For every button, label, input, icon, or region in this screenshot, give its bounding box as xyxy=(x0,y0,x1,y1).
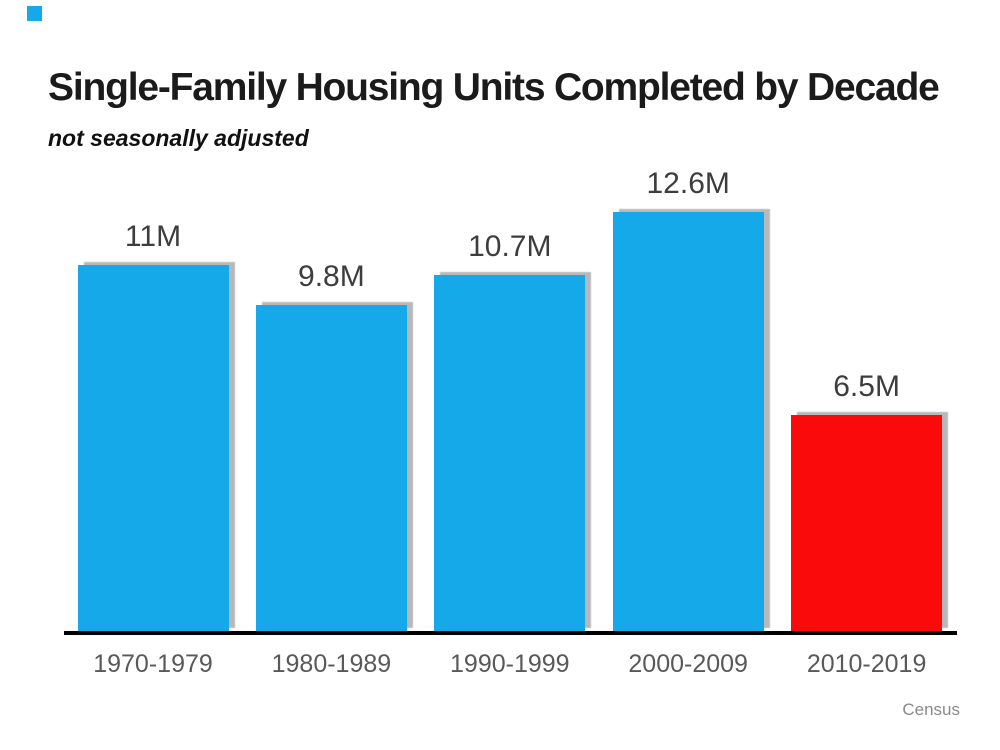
x-axis-label: 1990-1999 xyxy=(450,650,570,678)
x-axis-label: 1970-1979 xyxy=(93,650,213,678)
bar-1970-1979 xyxy=(77,265,229,631)
chart-subtitle: not seasonally adjusted xyxy=(48,125,309,151)
bar-value-label: 9.8M xyxy=(298,260,365,293)
bar-2010-2019 xyxy=(791,415,943,631)
bar-value-label: 12.6M xyxy=(646,167,730,200)
x-axis-label: 1980-1989 xyxy=(271,650,392,678)
x-axis-line xyxy=(64,631,957,635)
chart-title: Single-Family Housing Units Completed by… xyxy=(48,66,940,109)
bar-value-label: 10.7M xyxy=(468,230,552,263)
bar-value-label: 11M xyxy=(124,220,182,253)
bar-2000-2009 xyxy=(612,212,764,631)
bar-value-label: 6.5M xyxy=(833,370,900,403)
bar-1980-1989 xyxy=(255,305,407,631)
source-label: Census xyxy=(902,700,960,719)
x-axis-label: 2000-2009 xyxy=(628,650,748,678)
bar-1990-1999 xyxy=(434,275,586,631)
corner-decoration-square xyxy=(27,6,42,21)
x-axis-label: 2010-2019 xyxy=(806,650,927,678)
